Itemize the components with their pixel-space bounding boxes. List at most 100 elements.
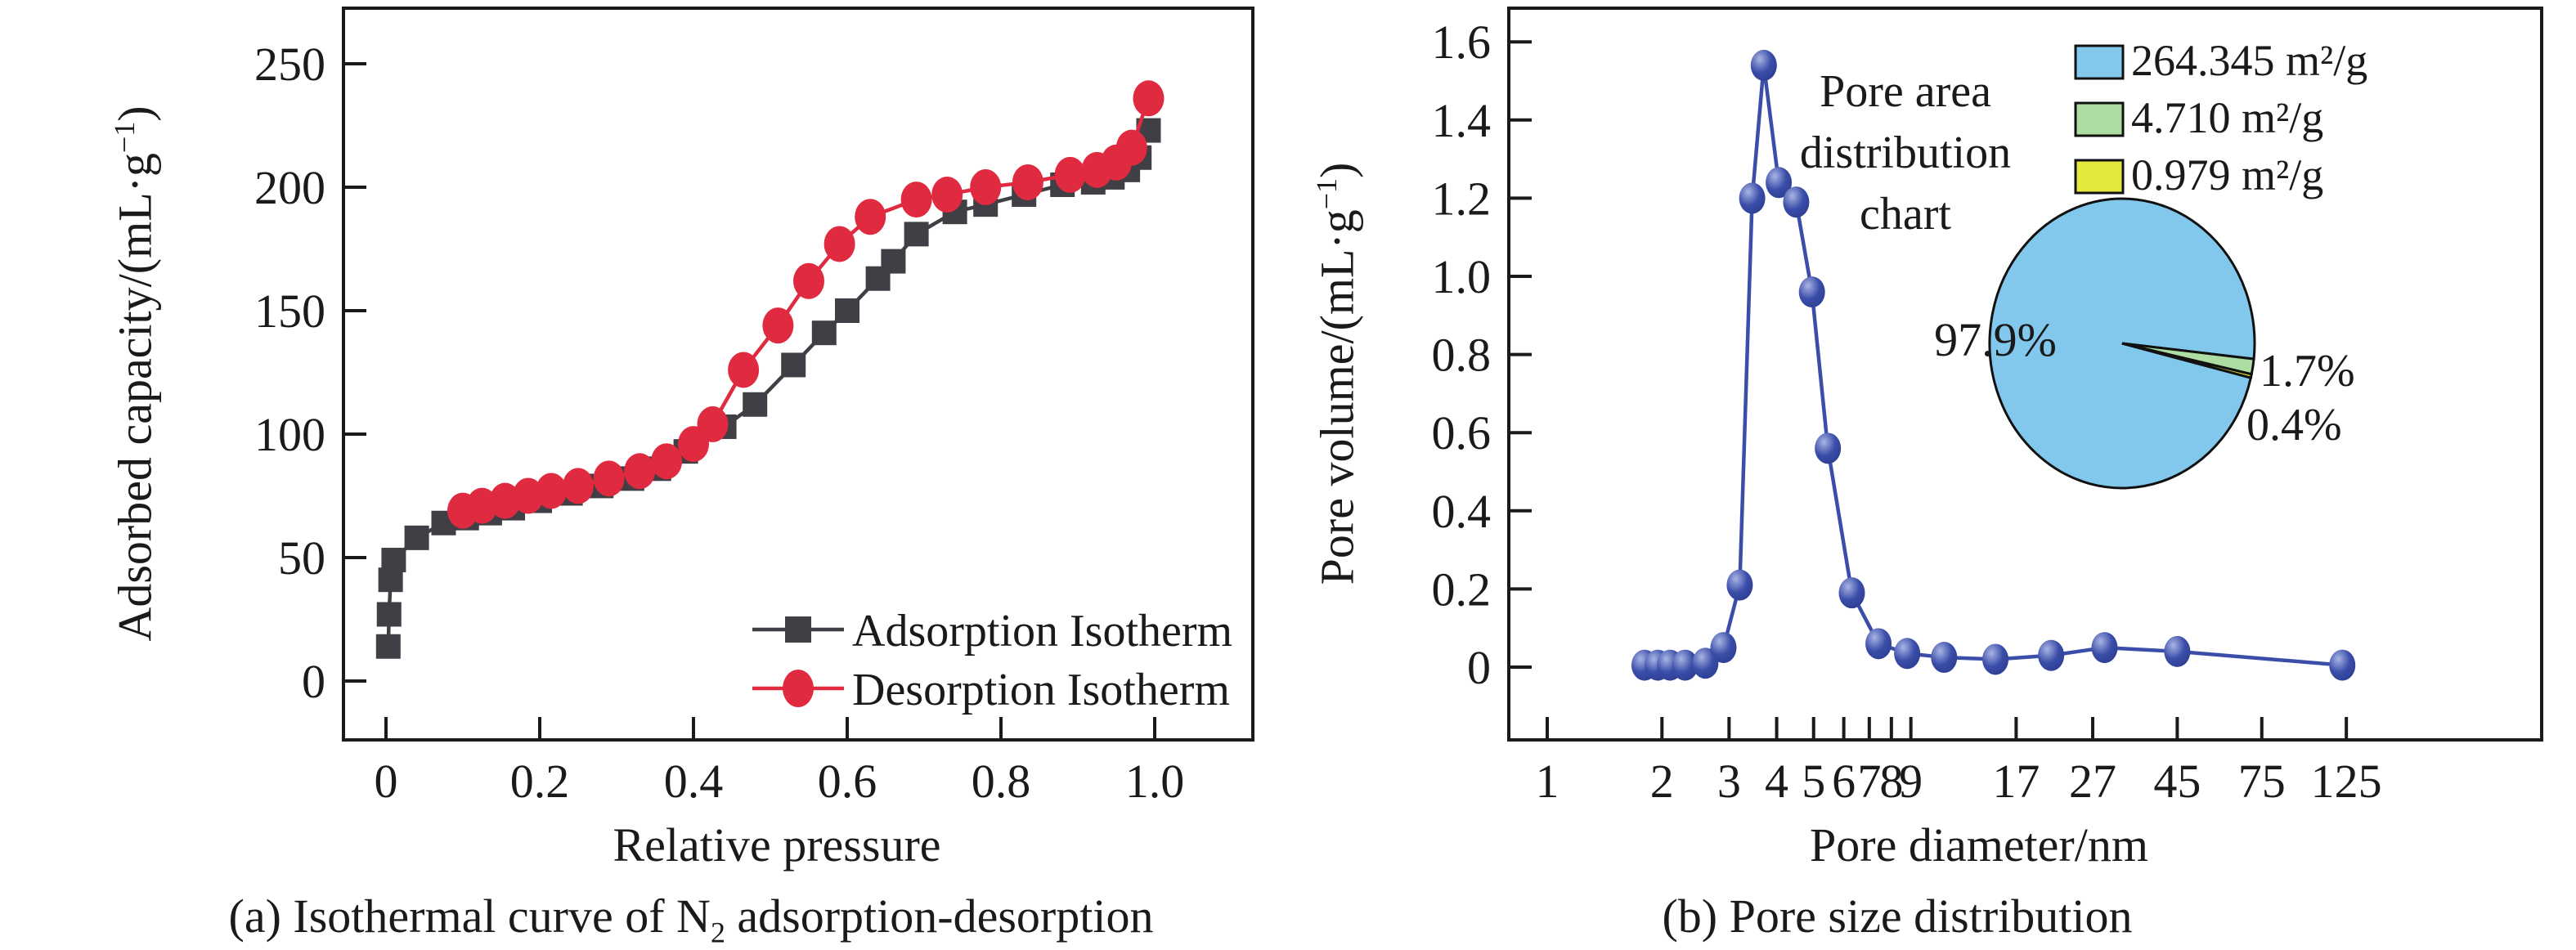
y-tick-label: 0.4 (1432, 485, 1492, 538)
data-point-circle (762, 307, 794, 344)
data-point-circle (1133, 80, 1165, 117)
data-point-sphere (1982, 643, 2009, 675)
pie-legend-label: 0.979 m²/g (2131, 150, 2323, 199)
data-point-circle (1054, 156, 1086, 193)
y-axis-title-b-sup: −1 (1310, 178, 1343, 210)
pie-legend-label: 4.710 m²/g (2131, 93, 2323, 142)
x-tick-label: 0.2 (510, 755, 570, 808)
data-point-circle (824, 226, 855, 262)
data-point-sphere (1783, 186, 1810, 218)
legend-marker-square (785, 616, 811, 643)
data-point-circle (651, 443, 683, 480)
x-tick-label: 6 (1832, 755, 1856, 808)
y-tick-label: 0.2 (1432, 562, 1492, 616)
y-tick-label: 1.0 (1432, 250, 1492, 303)
data-point-sphere (1766, 167, 1793, 199)
caption-a-post: adsorption-desorption (725, 890, 1154, 943)
data-point-sphere (1710, 632, 1737, 664)
data-point-square (381, 548, 406, 573)
y-tick-label: 1.4 (1432, 94, 1492, 147)
x-tick-label: 9 (1899, 755, 1923, 808)
pie-pct-label-yellow: 0.4% (2246, 400, 2342, 450)
y-axis-title-a: Adsorbed capacity/(mL·g−1) (98, 6, 161, 742)
legend-label: Desorption Isotherm (852, 665, 1230, 715)
data-point-square (881, 249, 906, 274)
data-point-sphere (2329, 649, 2356, 681)
data-point-square (404, 525, 429, 550)
x-tick-label: 0.8 (972, 755, 1031, 808)
pie-pct-label-blue: 97.9% (1934, 313, 2057, 366)
legend-label: Adsorption Isotherm (852, 606, 1232, 656)
data-point-sphere (1931, 642, 1958, 674)
data-point-square (811, 320, 837, 346)
data-point-circle (536, 473, 568, 509)
x-axis-title-a: Relative pressure (613, 818, 941, 872)
y-axis-title-a-text: Adsorbed capacity/(mL·g (108, 153, 162, 642)
pie-title-line: distribution (1800, 128, 2011, 178)
pie-legend-swatch (2074, 159, 2125, 195)
data-point-circle (855, 199, 886, 235)
x-tick-label: 8 (1879, 755, 1903, 808)
caption-a-pre: (a) Isothermal curve of N (228, 890, 711, 943)
data-point-circle (624, 453, 656, 490)
y-tick-label: 250 (254, 38, 325, 91)
x-tick-label: 2 (1650, 755, 1674, 808)
x-tick-label: 0.6 (818, 755, 877, 808)
x-tick-label: 5 (1802, 755, 1825, 808)
y-axis-title-a-close: ) (108, 105, 162, 122)
pie-slice-yellow (2121, 342, 2254, 379)
pore-size-chart: 1 2 3 4 5 6 789 17 27 45 75 12500.20.40.60.81.01.21… (1432, 7, 2543, 808)
data-point-sphere (1739, 182, 1766, 214)
data-point-sphere (2164, 635, 2191, 667)
x-tick-label: 75 (2238, 755, 2286, 808)
y-axis-title-b-text: Pore volume/(mL·g (1310, 209, 1364, 585)
data-point-square (781, 352, 806, 378)
y-axis-title-a-sup: −1 (108, 121, 141, 154)
data-point-circle (697, 406, 729, 442)
data-point-sphere (1894, 638, 1921, 670)
y-tick-label: 1.2 (1432, 172, 1492, 225)
pie-pct-label-green: 1.7% (2260, 346, 2355, 397)
data-point-circle (489, 482, 521, 519)
y-tick-label: 0.8 (1432, 329, 1492, 382)
data-point-square (904, 222, 929, 247)
series-line-square (386, 129, 1151, 647)
data-point-circle (931, 177, 963, 213)
data-point-sphere (1672, 649, 1699, 681)
data-point-sphere (1726, 569, 1753, 601)
data-point-square (375, 634, 401, 659)
x-tick-label: 0.4 (664, 755, 724, 808)
x-tick-label: 4 (1765, 755, 1788, 808)
y-axis-title-b: Pore volume/(mL·g−1) (1300, 6, 1363, 742)
data-point-circle (563, 468, 594, 504)
y-tick-label: 1.6 (1432, 16, 1492, 69)
data-point-sphere (1750, 49, 1777, 81)
y-axis-title-b-close: ) (1310, 162, 1364, 178)
y-tick-label: 100 (254, 408, 325, 461)
pie-legend-swatch (2074, 44, 2125, 80)
y-tick-label: 0 (302, 655, 325, 708)
data-point-sphere (2091, 632, 2118, 664)
y-tick-label: 150 (254, 285, 325, 338)
x-tick-label: 27 (2069, 755, 2116, 808)
plot-frame-a (342, 7, 1254, 742)
caption-a: (a) Isothermal curve of N2 adsorption-de… (200, 890, 1182, 949)
x-tick-label: 1 (1536, 755, 1560, 808)
pie-title-line: chart (1860, 189, 1951, 240)
caption-a-sub: 2 (710, 916, 725, 949)
plot-frame-b (1507, 7, 2543, 742)
data-point-square (835, 298, 859, 323)
x-tick-label: 1.0 (1125, 755, 1185, 808)
y-tick-label: 200 (254, 161, 325, 214)
pie-legend-swatch (2074, 101, 2125, 137)
data-point-circle (466, 487, 498, 524)
data-point-sphere (1838, 577, 1865, 609)
data-point-square (376, 602, 402, 627)
legend-marker-circle (783, 670, 814, 707)
data-point-circle (900, 181, 932, 218)
data-point-circle (728, 352, 760, 388)
pie-legend-label: 264.345 m²/g (2131, 36, 2367, 85)
data-point-circle (793, 262, 824, 299)
data-point-sphere (2038, 639, 2065, 671)
